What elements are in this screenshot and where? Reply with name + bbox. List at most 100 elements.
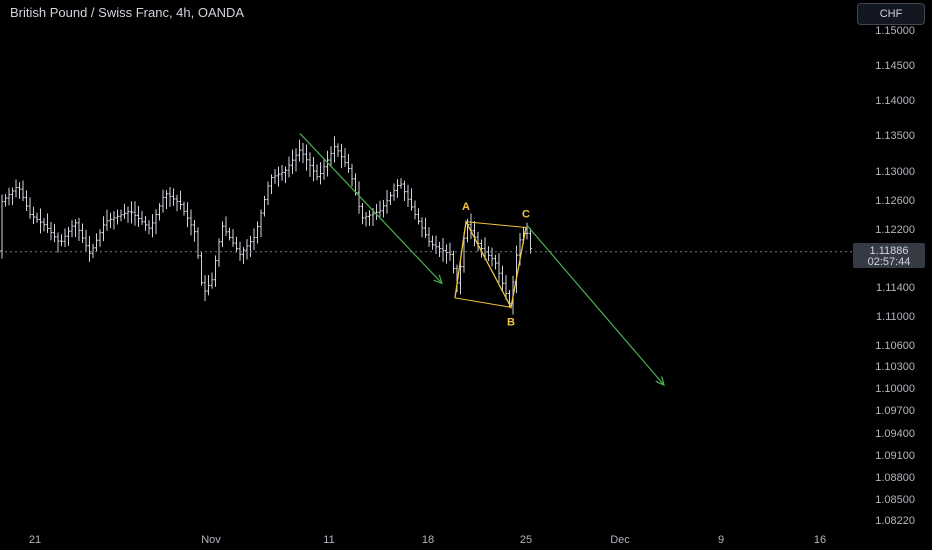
ohlc-bar — [70, 220, 74, 238]
time-axis[interactable]: 21 Nov 11 18 25 Dec 9 16 — [29, 534, 826, 546]
price-axis-label: 1.14500 — [875, 60, 915, 72]
trend-arrow-1 — [299, 133, 443, 284]
ohlc-bar — [427, 227, 431, 247]
ohlc-bar — [469, 213, 473, 240]
time-axis-label: 11 — [323, 534, 334, 546]
ohlc-bar — [179, 190, 182, 210]
ohlc-bar — [326, 150, 329, 177]
ohlc-bar — [217, 238, 221, 267]
ohlc-bar — [242, 247, 245, 264]
ohlc-bar — [287, 156, 291, 178]
ohlc-bar — [291, 149, 294, 174]
ohlc-bar — [406, 184, 410, 207]
time-axis-label: Dec — [610, 534, 630, 546]
ohlc-bar — [361, 203, 364, 225]
price-axis-label: 1.08800 — [875, 472, 915, 484]
ohlc-bar — [315, 164, 319, 181]
ohlc-bar — [364, 212, 368, 227]
ohlc-bar — [77, 217, 81, 242]
ohlc-bar — [312, 157, 315, 182]
ohlc-bar — [32, 206, 35, 225]
ohlc-bar — [459, 258, 462, 295]
ohlc-bar — [21, 180, 25, 202]
ohlc-bar — [410, 188, 413, 211]
ohlc-bar — [102, 216, 105, 242]
ohlc-bar — [126, 206, 130, 223]
time-axis-label: 18 — [422, 534, 434, 546]
ohlc-bar — [396, 179, 399, 198]
ohlc-bar — [235, 236, 238, 253]
ohlc-bar — [172, 188, 175, 206]
ohlc-bar — [497, 252, 501, 283]
price-axis-label: 1.12600 — [875, 195, 915, 207]
ohlc-bar — [375, 204, 378, 221]
time-axis-label: Nov — [201, 534, 221, 546]
ohlc-bar — [434, 235, 438, 254]
ohlc-bar — [137, 206, 140, 228]
ohlc-bar — [130, 201, 133, 224]
ohlc-bar — [168, 186, 172, 207]
trend-arrows — [299, 133, 665, 387]
pattern-label-c: C — [522, 209, 530, 221]
chart-title: British Pound / Swiss Franc, 4h, OANDA — [10, 5, 245, 20]
ohlc-bar — [210, 272, 214, 289]
ohlc-bar — [14, 179, 18, 198]
ohlc-bar — [529, 228, 532, 254]
ohlc-bar — [336, 143, 340, 157]
price-axis[interactable]: 1.15000 1.14500 1.14000 1.13500 1.13000 1.126… — [875, 25, 915, 527]
price-badge: 1.11886 02:57:44 — [853, 243, 925, 268]
abc-channel — [454, 221, 527, 308]
price-axis-label: 1.13500 — [875, 130, 915, 142]
pattern-label-a: A — [462, 201, 470, 213]
ohlc-bar — [501, 265, 504, 291]
ohlc-bar — [214, 255, 217, 287]
ohlc-bar — [67, 226, 70, 246]
ohlc-bar — [385, 190, 389, 214]
ohlc-bar — [112, 211, 116, 230]
price-axis-label: 1.11400 — [876, 282, 915, 294]
time-axis-label: 16 — [814, 534, 826, 546]
ohlc-bar — [0, 194, 4, 259]
ohlc-bar — [74, 219, 77, 238]
ohlc-bar — [203, 275, 207, 302]
ohlc-bar — [378, 200, 382, 217]
abc-zigzag — [454, 219, 527, 310]
ohlc-bar — [46, 213, 49, 233]
ohlc-bar — [252, 228, 256, 251]
ohlc-bar — [18, 182, 21, 199]
ohlc-bar — [42, 218, 46, 232]
ohlc-bar — [35, 212, 39, 223]
ohlc-bar — [144, 216, 147, 231]
ohlc-bar — [504, 275, 508, 300]
ohlc-bar — [161, 189, 165, 213]
ohlc-bar — [343, 148, 347, 167]
ohlc-bar — [445, 244, 448, 264]
price-axis-label: 1.09100 — [875, 450, 915, 462]
ohlc-bar — [277, 166, 280, 187]
projection-arrow-head — [655, 376, 665, 387]
ohlc-bar — [438, 241, 441, 258]
ohlc-bar — [452, 250, 455, 274]
ohlc-bar — [189, 209, 193, 236]
ohlc-bar — [25, 190, 28, 211]
ohlc-bar — [91, 243, 95, 259]
ohlc-bar — [88, 236, 91, 262]
ohlc-bar — [382, 199, 385, 218]
price-axis-label: 1.09700 — [875, 405, 915, 417]
trend-arrow-1-head — [433, 274, 443, 285]
ohlc-bar — [350, 163, 354, 187]
currency-button[interactable]: CHF — [857, 3, 925, 25]
ohlc-bar — [116, 209, 119, 225]
ohlc-bar — [196, 227, 200, 259]
pattern-label-b: B — [507, 316, 515, 328]
ohlc-bar — [424, 217, 427, 238]
ohlc-bar — [413, 200, 417, 220]
ohlc-bar — [245, 239, 249, 260]
ohlc-bar — [399, 178, 403, 189]
ohlc-bar — [231, 229, 235, 247]
ohlc-bar — [53, 223, 56, 243]
price-badge-countdown: 02:57:44 — [868, 256, 911, 268]
ohlc-bar — [357, 181, 361, 214]
ohlc-bar — [200, 252, 203, 286]
